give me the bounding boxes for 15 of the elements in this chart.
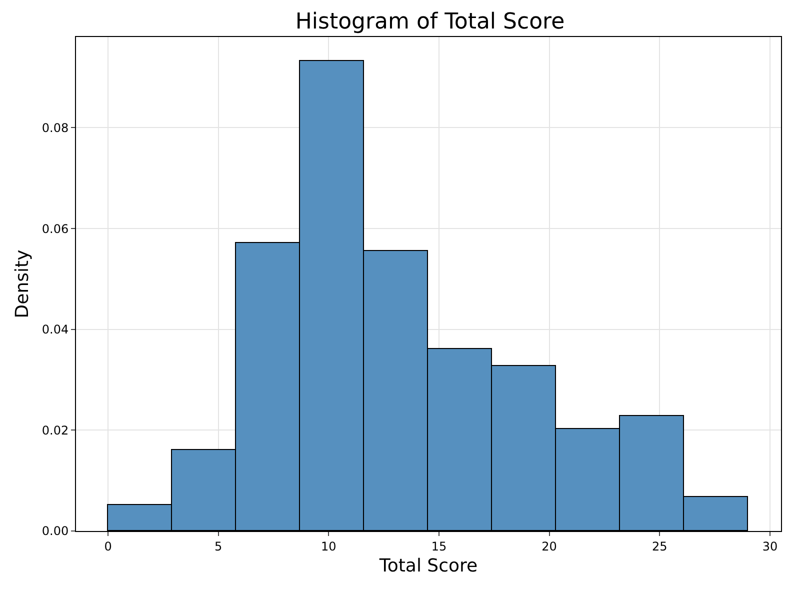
y-tick-label: 0.00 [42,524,69,538]
x-tick-label: 30 [762,539,778,554]
x-tick-label: 5 [214,539,222,554]
y-tick-label: 0.02 [42,423,69,438]
x-axis-title: Total Score [378,556,478,576]
y-tick-label: 0.06 [42,222,69,236]
x-tick-label: 20 [542,539,557,554]
y-tick-label: 0.04 [42,322,69,337]
y-tick-label: 0.08 [42,120,69,135]
x-tick-label: 0 [104,539,112,554]
x-tick-label: 25 [652,539,668,554]
y-axis-title: Density [12,249,34,318]
chart-title: Histogram of Total Score [295,9,565,34]
x-tick-label: 10 [321,539,336,554]
x-tick-label: 15 [431,539,447,554]
